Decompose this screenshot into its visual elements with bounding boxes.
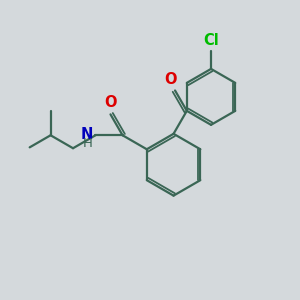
Text: O: O bbox=[165, 72, 177, 87]
Text: Cl: Cl bbox=[203, 33, 219, 48]
Text: N: N bbox=[81, 127, 93, 142]
Text: O: O bbox=[104, 95, 117, 110]
Text: H: H bbox=[83, 137, 93, 150]
